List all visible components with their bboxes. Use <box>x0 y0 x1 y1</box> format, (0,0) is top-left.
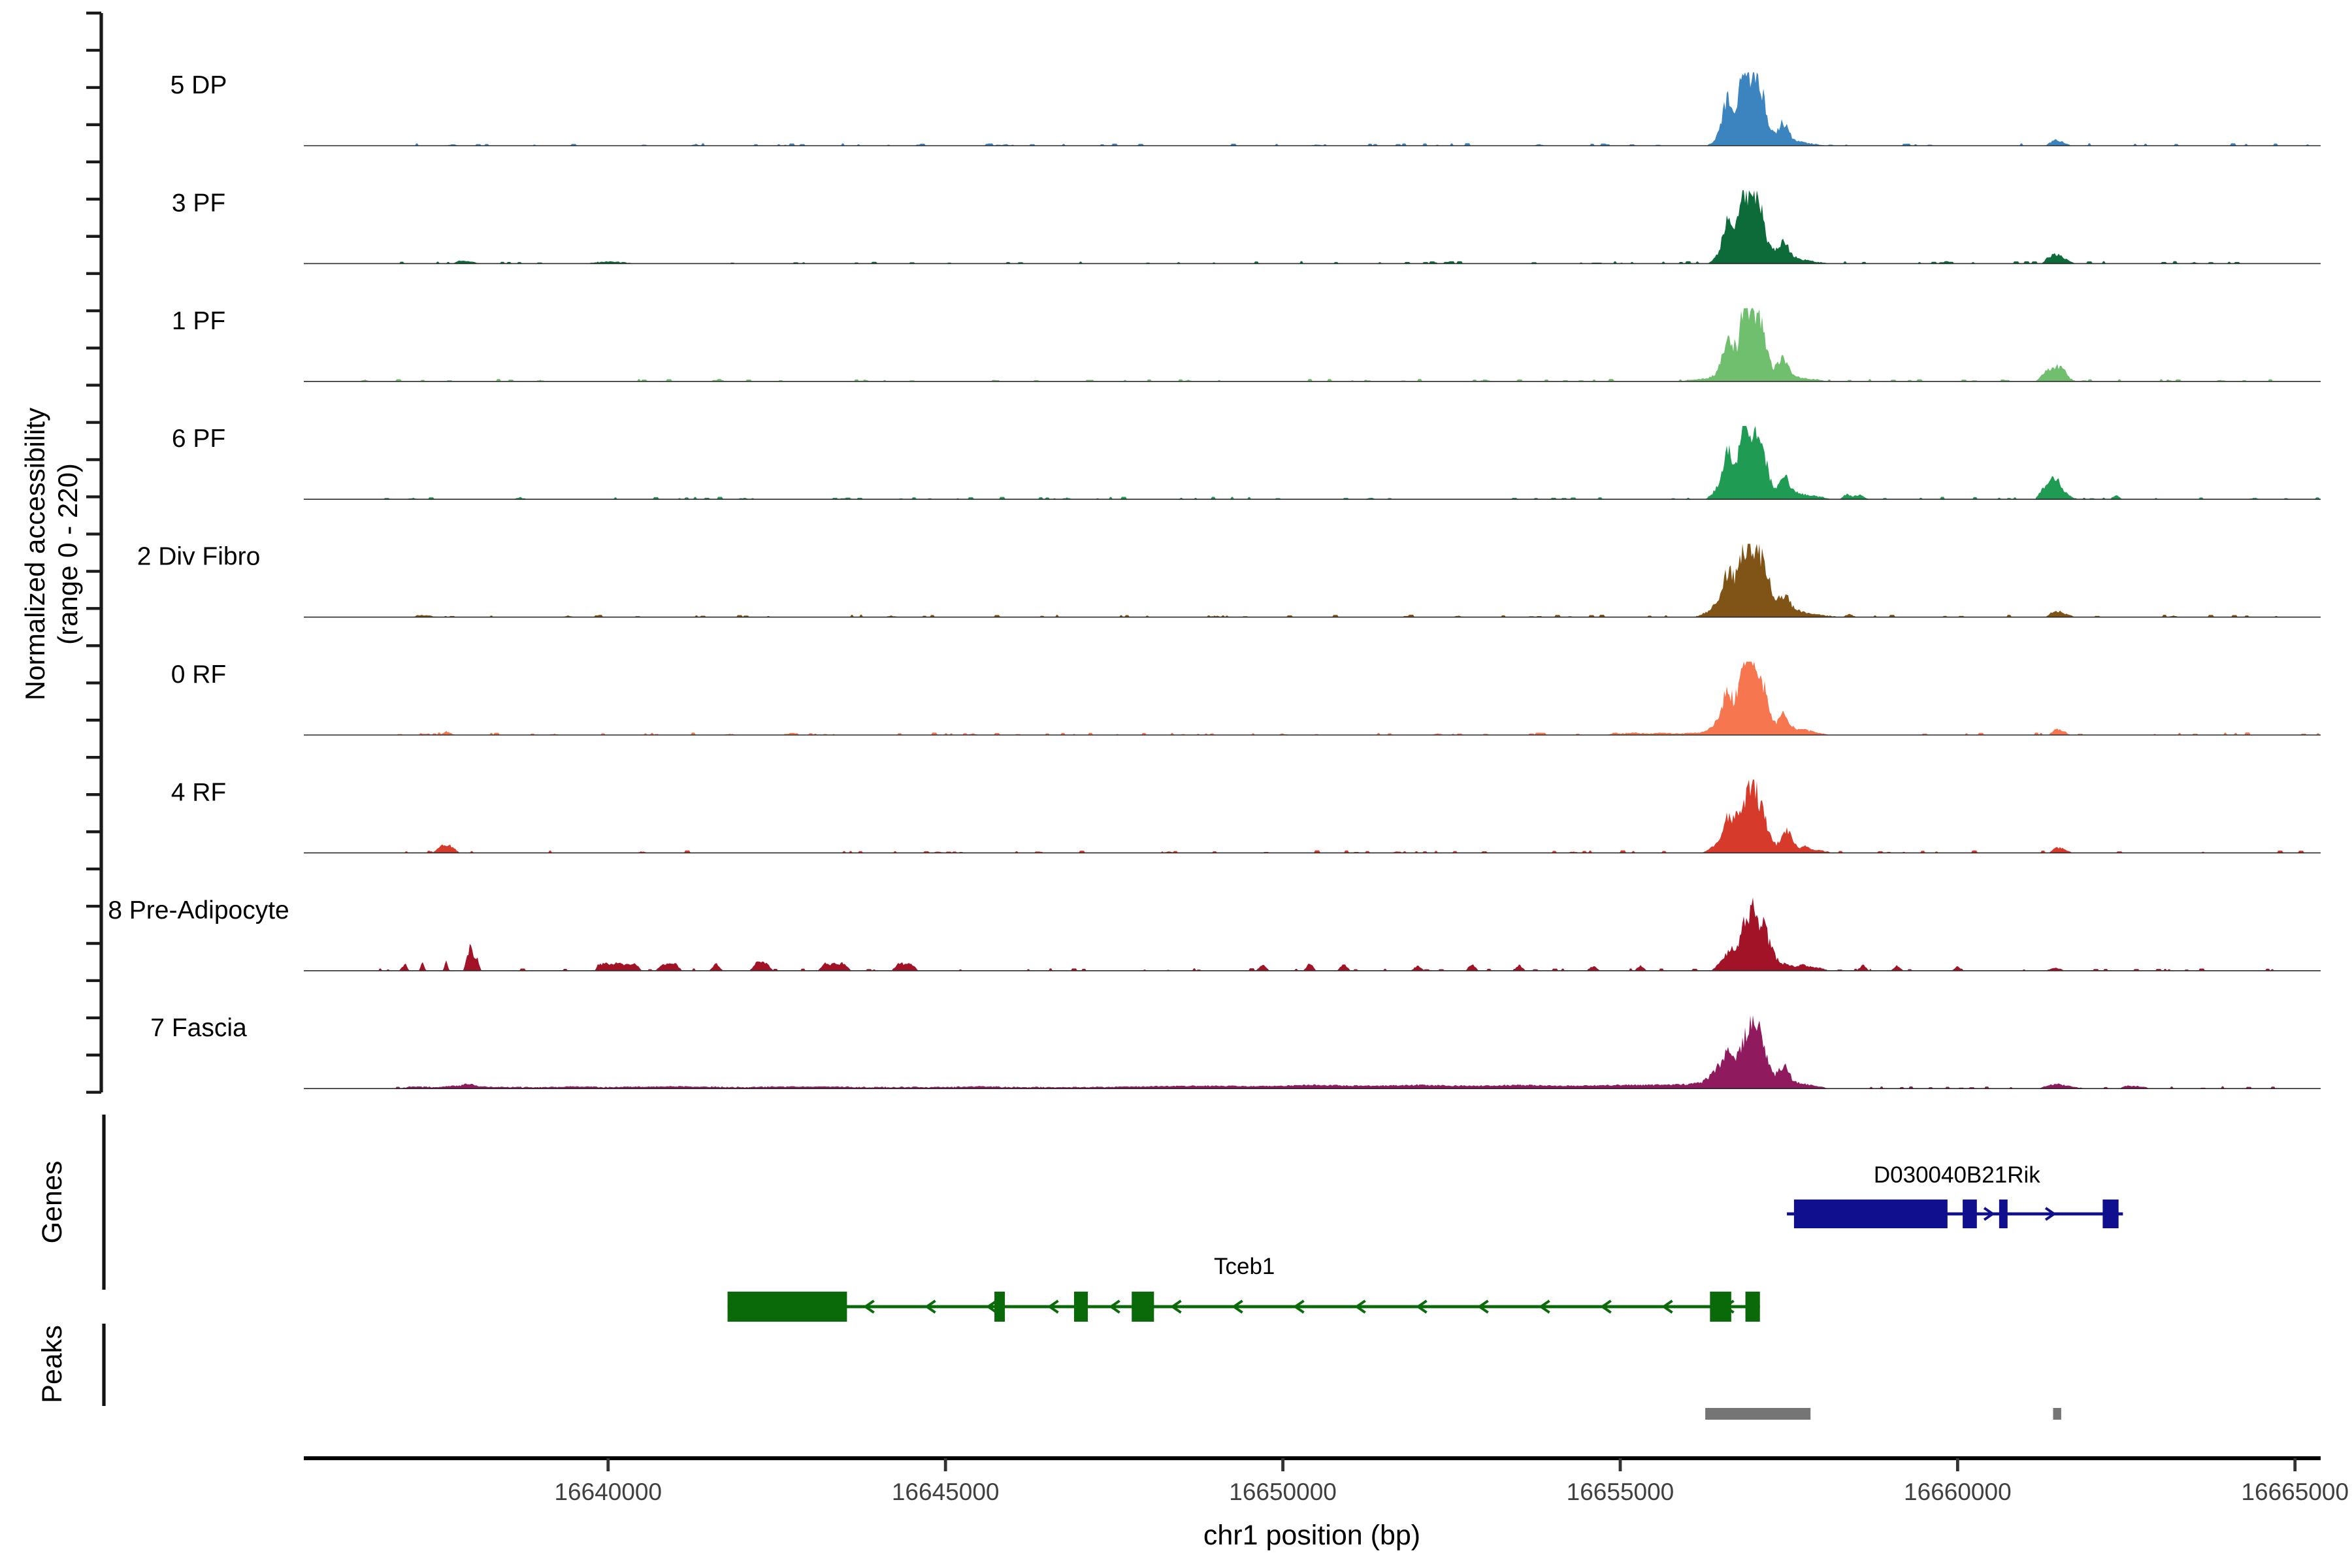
gene-exon-tceb1 <box>994 1292 1005 1322</box>
coverage-area-6-pf <box>304 426 2321 500</box>
gene-strand-arrow-icon <box>924 1299 936 1314</box>
gene-exon-d030040b21rik <box>2102 1200 2119 1228</box>
coverage-area-7-fascia <box>304 1015 2321 1089</box>
accessibility-tracks <box>304 72 2321 1089</box>
x-axis-tick-label: 16645000 <box>892 1478 1000 1505</box>
peak-bars <box>1705 1408 2061 1420</box>
gene-strand-arrow-icon <box>1539 1299 1550 1314</box>
gene-label-d030040b21rik: D030040B21Rik <box>1874 1162 2040 1188</box>
x-axis-tick-label: 16665000 <box>2241 1478 2349 1505</box>
x-axis-title: chr1 position (bp) <box>1203 1520 1420 1551</box>
track-labels: 5 DP 3 PF 1 PF 6 PF 2 Div Fibro 0 RF 4 RF 8 Pre… <box>108 71 289 1042</box>
gene-strand-arrow-icon <box>1416 1299 1428 1314</box>
coverage-area-3-pf <box>304 190 2321 264</box>
gene-strand-arrow-icon <box>1477 1299 1489 1314</box>
gene-exon-d030040b21rik <box>1963 1200 1977 1228</box>
track-label-5-dp: 5 DP <box>171 71 227 99</box>
y-axis-label-line1: Normalized accessibility <box>20 408 50 700</box>
track-label-6-pf: 6 PF <box>172 425 225 453</box>
gene-exon-d030040b21rik <box>1793 1200 1948 1228</box>
coverage-area-1-pf <box>304 308 2321 382</box>
coverage-area-4-rf <box>304 779 2321 853</box>
gene-strand-arrow-icon <box>1661 1299 1673 1314</box>
x-axis-tick-label: 16640000 <box>554 1478 662 1505</box>
gene-label-tceb1: Tceb1 <box>1214 1254 1275 1279</box>
gene-strand-arrow-icon <box>2044 1207 2057 1221</box>
gene-strand-arrow-icon <box>1109 1299 1120 1314</box>
peaks-section-label: Peaks <box>37 1325 68 1403</box>
track-label-0-rf: 0 RF <box>171 661 227 689</box>
track-label-3-pf: 3 PF <box>172 189 225 217</box>
track-label-7-fascia: 7 Fascia <box>150 1014 247 1042</box>
gene-strand-arrow-icon <box>1983 1207 1995 1221</box>
track-label-1-pf: 1 PF <box>172 307 225 335</box>
gene-strand-arrow-icon <box>986 1299 998 1314</box>
y-axis-label-line2: (range 0 - 220) <box>52 463 83 645</box>
gene-strand-arrow-icon <box>1293 1299 1305 1314</box>
gene-models: D030040B21Rik Tceb1 <box>727 1162 2123 1322</box>
track-label-8-pre-adipocyte: 8 Pre-Adipocyte <box>108 896 289 924</box>
gene-exon-tceb1 <box>1073 1292 1088 1322</box>
gene-strand-arrow-icon <box>1600 1299 1612 1314</box>
x-axis: 16640000 16645000 16650000 16655000 16660000… <box>304 1456 2349 1505</box>
gene-exon-tceb1 <box>1710 1292 1731 1322</box>
x-axis-tick-label: 16655000 <box>1567 1478 1674 1505</box>
coverage-area-2-div-fibro <box>304 544 2321 617</box>
track-label-4-rf: 4 RF <box>171 778 227 806</box>
coverage-area-5-dp <box>304 72 2321 146</box>
gene-exon-d030040b21rik <box>1999 1200 2008 1228</box>
x-axis-tick-label: 16650000 <box>1229 1478 1337 1505</box>
coverage-area-0-rf <box>304 661 2321 735</box>
genes-section-label: Genes <box>37 1161 68 1244</box>
gene-strand-arrow-icon <box>1354 1299 1366 1314</box>
accessibility-axis-ruler <box>86 11 103 1094</box>
gene-exon-tceb1 <box>727 1292 847 1322</box>
gene-strand-arrow-icon <box>1047 1299 1059 1314</box>
peak-interval-bar <box>1705 1408 1811 1420</box>
x-axis-tick-label: 16660000 <box>1904 1478 2012 1505</box>
peak-interval-bar <box>2053 1408 2061 1420</box>
gene-strand-arrow-icon <box>1232 1299 1243 1314</box>
coverage-area-8-pre-adipocyte <box>304 897 2321 971</box>
gene-exon-tceb1 <box>1745 1292 1760 1322</box>
gene-exon-tceb1 <box>1132 1292 1154 1322</box>
gene-strand-arrow-icon <box>863 1299 875 1314</box>
track-label-2-div-fibro: 2 Div Fibro <box>137 543 261 571</box>
gene-strand-arrow-icon <box>1170 1299 1182 1314</box>
